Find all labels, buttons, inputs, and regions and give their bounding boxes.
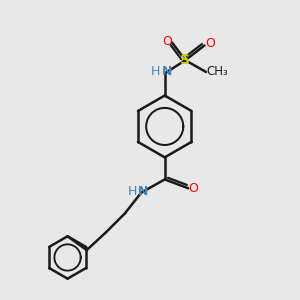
Text: N: N <box>138 185 149 198</box>
Text: O: O <box>162 34 172 48</box>
Text: CH₃: CH₃ <box>206 65 228 79</box>
Text: S: S <box>180 53 190 67</box>
Text: H: H <box>151 65 160 79</box>
Text: H: H <box>128 185 138 198</box>
Text: O: O <box>205 38 215 50</box>
Text: N: N <box>162 65 172 79</box>
Text: O: O <box>189 182 199 195</box>
